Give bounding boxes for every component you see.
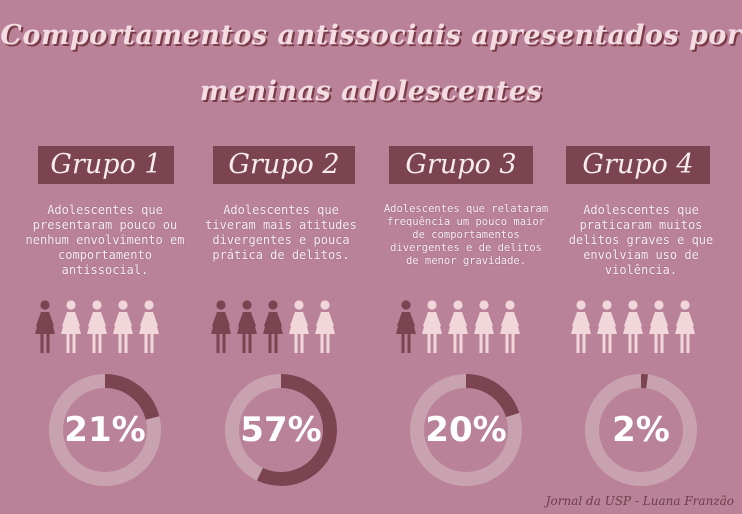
girl-figure-icon	[675, 300, 695, 353]
girl-figure-icon	[263, 300, 283, 353]
group-2-percent: 57%	[240, 410, 322, 450]
title-line-2: meninas adolescentes	[199, 76, 543, 107]
girl-figure-icon	[474, 300, 494, 353]
group-1-donut: 21%	[47, 372, 163, 488]
group-1-description: Adolescentes que presentaram pouco ou ne…	[25, 203, 185, 277]
girl-figure-icon	[87, 300, 107, 353]
group-3-percent: 20%	[425, 410, 507, 450]
girl-figure-icon	[500, 300, 520, 353]
donut-arc	[49, 374, 161, 486]
girl-figure-icon	[315, 300, 335, 353]
donut-arc	[225, 374, 337, 486]
girl-figure-icon	[35, 300, 55, 353]
credit: Jornal da USP - Luana Franzão	[545, 494, 734, 508]
group-2-description: Adolescentes que tiveram mais atitudes d…	[205, 203, 357, 262]
girl-figure-icon	[597, 300, 617, 353]
donut-arc	[585, 374, 697, 486]
girl-figure-icon	[113, 300, 133, 353]
girl-figure-icon	[139, 300, 159, 353]
group-2-badge: Grupo 2	[213, 146, 355, 184]
group-1-figures	[35, 300, 159, 353]
girl-figure-icon	[396, 300, 416, 353]
group-4-description: Adolescentes que praticaram muitos delit…	[568, 203, 714, 277]
group-2-donut: 57%	[223, 372, 339, 488]
girl-figure-icon	[61, 300, 81, 353]
group-2-figures	[211, 300, 335, 353]
girl-figure-icon	[623, 300, 643, 353]
group-4-donut: 2%	[583, 372, 699, 488]
girl-figure-icon	[422, 300, 442, 353]
group-4-percent: 2%	[612, 410, 670, 450]
group-3-donut: 20%	[408, 372, 524, 488]
donut-chart	[410, 374, 522, 486]
group-3-badge: Grupo 3	[389, 146, 533, 184]
group-3-figures	[396, 300, 520, 353]
group-4-badge: Grupo 4	[566, 146, 710, 184]
girl-figure-icon	[571, 300, 591, 353]
girl-figure-icon	[211, 300, 231, 353]
girl-figure-icon	[448, 300, 468, 353]
group-1-percent: 21%	[64, 410, 146, 450]
girl-figure-icon	[237, 300, 257, 353]
donut-chart	[49, 374, 161, 486]
group-3-description: Adolescentes que relataram frequência um…	[383, 203, 549, 267]
group-4-figures	[571, 300, 695, 353]
title-line-1: Comportamentos antissociais apresentados…	[0, 20, 742, 51]
donut-chart	[225, 374, 337, 486]
donut-chart	[585, 374, 697, 486]
girl-figure-icon	[649, 300, 669, 353]
donut-arc	[410, 374, 522, 486]
group-1-badge: Grupo 1	[38, 146, 174, 184]
girl-figure-icon	[289, 300, 309, 353]
